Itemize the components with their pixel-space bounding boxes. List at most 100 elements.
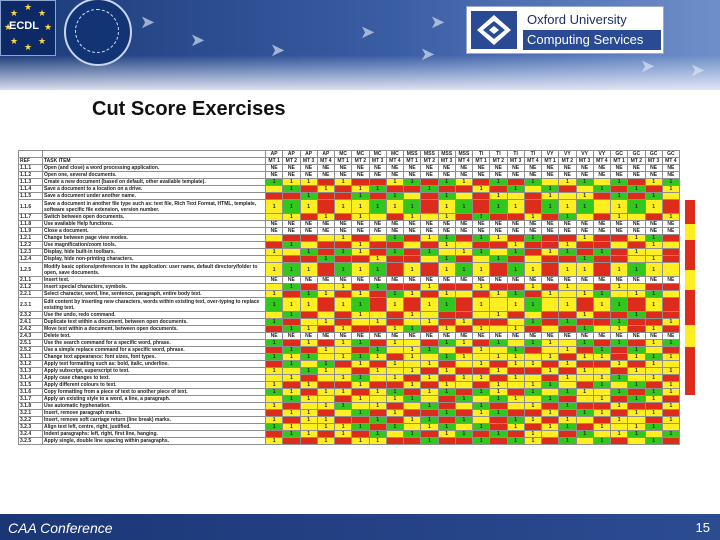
score-cell: NE xyxy=(558,171,577,179)
score-cell: 1 xyxy=(471,262,491,277)
score-cell: 1 xyxy=(402,290,422,298)
score-cell: NE xyxy=(627,332,646,340)
row-task: Create a new document (based on default,… xyxy=(42,178,266,186)
score-cell: 1 xyxy=(644,325,663,333)
score-cell: 1 xyxy=(575,388,594,396)
score-cell xyxy=(523,423,543,431)
row-task: Select character, word, line, sentence, … xyxy=(42,290,266,298)
score-cell: NE xyxy=(540,164,560,172)
score-cell: 1 xyxy=(627,409,646,417)
score-cell xyxy=(420,241,439,249)
score-cell xyxy=(609,367,629,375)
score-cell: 1 xyxy=(351,192,370,200)
score-cell xyxy=(299,234,318,242)
score-cell xyxy=(402,192,422,200)
score-cell xyxy=(609,248,629,256)
score-cell: NE xyxy=(609,332,629,340)
arrow-icon: ➤ xyxy=(360,22,376,43)
table-row: 2.1.1 Insert text. NE NE NE NE NE NE NE NE NE NE NE N… xyxy=(18,276,680,284)
score-cell xyxy=(471,199,491,214)
table-row: 2.3.2 Use the undo, redo command. 1 1 1 1 1 1 xyxy=(18,311,680,319)
score-cell: 1 xyxy=(437,234,456,242)
score-cell xyxy=(540,437,560,445)
score-cell xyxy=(368,381,387,389)
score-cell: 1 xyxy=(333,325,353,333)
row-ref: 1.1.6 xyxy=(18,199,43,214)
arrow-icon: ➤ xyxy=(270,40,286,61)
score-cell: 1 xyxy=(437,339,456,347)
score-cell: 1 xyxy=(661,430,680,438)
score-cell xyxy=(316,374,336,382)
score-cell: 1 xyxy=(282,283,301,291)
score-cell xyxy=(523,325,543,333)
score-cell: 1 xyxy=(506,416,525,424)
score-cell xyxy=(420,178,439,186)
score-cell: 1 xyxy=(316,318,336,326)
score-cell xyxy=(661,255,680,263)
score-cell xyxy=(333,437,353,445)
score-cell xyxy=(402,185,422,193)
score-cell xyxy=(299,318,318,326)
score-cell: NE xyxy=(471,276,491,284)
strip-yellow xyxy=(685,325,695,347)
group-header-cell: TI xyxy=(471,150,491,158)
score-cell: 1 xyxy=(627,234,646,242)
score-cell: 1 xyxy=(402,213,422,221)
score-cell: 1 xyxy=(282,311,301,319)
score-cell xyxy=(316,395,336,403)
score-cell xyxy=(454,255,474,263)
score-cell: 1 xyxy=(627,199,646,214)
table-row: 3.1.8 Use automatic hyphenation. 1 1 1 1 1 1 1 1 1… xyxy=(18,402,680,410)
score-cell xyxy=(661,262,680,277)
score-cell: 1 xyxy=(661,339,680,347)
score-cell: 1 xyxy=(575,367,594,375)
row-task: Move text within a document, between ope… xyxy=(42,325,266,333)
row-ref: 3.2.3 xyxy=(18,423,43,431)
score-cell: NE xyxy=(489,332,508,340)
score-cell: 1 xyxy=(489,409,508,417)
score-cell xyxy=(299,437,318,445)
score-cell xyxy=(437,374,456,382)
side-color-strip xyxy=(685,200,695,395)
score-cell xyxy=(402,297,422,312)
score-cell xyxy=(592,199,612,214)
score-cell: 1 xyxy=(454,339,474,347)
score-cell: 1 xyxy=(592,395,612,403)
score-cell: 1 xyxy=(282,185,301,193)
score-cell: NE xyxy=(609,276,629,284)
score-cell: 1 xyxy=(506,325,525,333)
row-ref: 3.2.1 xyxy=(18,409,43,417)
score-cell xyxy=(575,402,594,410)
score-cell: NE xyxy=(592,332,612,340)
score-cell: 1 xyxy=(282,360,301,368)
score-cell: NE xyxy=(575,332,594,340)
score-cell: NE xyxy=(437,227,456,235)
row-task: Use automatic hyphenation. xyxy=(42,402,266,410)
score-cell: 1 xyxy=(437,430,456,438)
score-cell xyxy=(316,199,336,214)
score-cell xyxy=(368,213,387,221)
score-cell: NE xyxy=(575,164,594,172)
score-cell: 1 xyxy=(489,178,508,186)
row-ref: 3.1.6 xyxy=(18,388,43,396)
score-cell: 1 xyxy=(282,395,301,403)
score-cell: 1 xyxy=(420,283,439,291)
score-cell: NE xyxy=(385,227,405,235)
score-cell xyxy=(264,395,284,403)
row-task: Display, hide non-printing characters. xyxy=(42,255,266,263)
score-cell: 1 xyxy=(351,185,370,193)
score-cell: NE xyxy=(351,164,370,172)
score-cell: NE xyxy=(282,227,301,235)
column-header-cell: MT 2 xyxy=(282,157,301,165)
score-cell: NE xyxy=(402,332,422,340)
score-cell: NE xyxy=(506,332,525,340)
score-cell xyxy=(540,402,560,410)
score-cell: 1 xyxy=(489,388,508,396)
score-cell: 1 xyxy=(627,311,646,319)
score-cell: 1 xyxy=(627,423,646,431)
score-cell xyxy=(575,297,594,312)
score-cell: 1 xyxy=(661,213,680,221)
score-cell xyxy=(471,178,491,186)
table-row: 3.2.2 Insert, remove soft carriage return… xyxy=(18,416,680,424)
score-cell: 1 xyxy=(437,353,456,361)
